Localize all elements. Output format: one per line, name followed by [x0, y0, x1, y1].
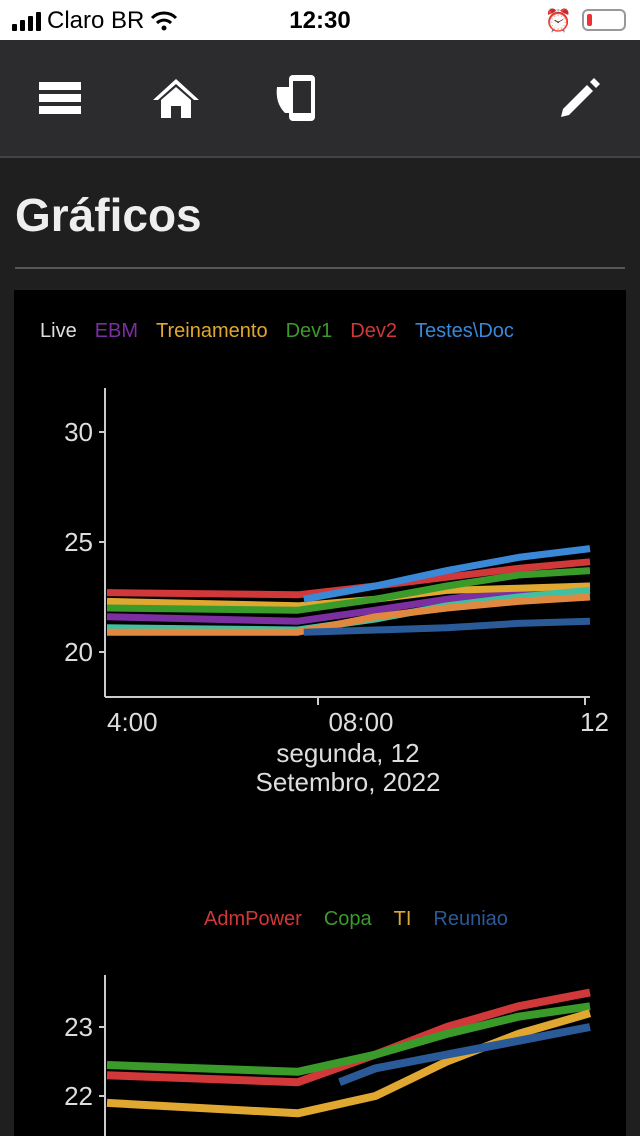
- legend-item: Dev2: [350, 320, 397, 342]
- y-tick-label: 30: [64, 417, 93, 447]
- phone-touch-icon[interactable]: [266, 70, 326, 126]
- carrier: Claro BR: [12, 7, 178, 35]
- legend-item: Treinamento: [156, 320, 268, 342]
- temperature-chart-2: 22 23 AdmPower Copa TI Reuniao: [64, 908, 592, 1136]
- legend-item: EBM: [95, 320, 138, 342]
- y-tick-label: 23: [64, 1012, 93, 1042]
- x-tick-label: 12: [580, 707, 609, 737]
- clock: 12:30: [289, 7, 351, 34]
- y-tick-label: 20: [64, 637, 93, 667]
- x-tick-label: 4:00: [107, 707, 158, 737]
- x-axis-label: segunda, 12: [276, 738, 419, 768]
- x-axis-label: Setembro, 2022: [255, 767, 440, 797]
- y-tick-label: 22: [64, 1081, 93, 1111]
- wifi-icon: [151, 11, 178, 31]
- legend-item: Live: [40, 320, 77, 342]
- legend-item: AdmPower: [204, 908, 302, 930]
- legend-item: Copa: [324, 908, 373, 930]
- signal-icon: [12, 11, 41, 31]
- series-line: [106, 1002, 591, 1076]
- legend-item: Dev1: [286, 320, 333, 342]
- nav-bar: [0, 40, 640, 158]
- divider: [15, 267, 625, 269]
- carrier-name: Claro BR: [47, 7, 145, 34]
- series-line: [106, 1009, 592, 1118]
- alarm-icon: ⏰: [544, 8, 572, 33]
- home-icon[interactable]: [146, 70, 206, 126]
- series-line: [107, 593, 591, 636]
- legend-item: TI: [394, 908, 412, 930]
- temperature-chart-1: 20 25 30 Live EBM Treinamento Dev1 Dev2 Testes\D…: [40, 320, 609, 797]
- legend-item: Reuniao: [433, 908, 508, 930]
- legend-item: Testes\Doc: [415, 320, 514, 342]
- page-title: Gráficos: [15, 189, 202, 241]
- status-bar: Claro BR 12:30 ⏰: [0, 0, 640, 40]
- y-tick-label: 25: [64, 527, 93, 557]
- series-line: [303, 617, 591, 636]
- pencil-icon[interactable]: [550, 70, 610, 126]
- series-line: [106, 567, 591, 614]
- menu-icon[interactable]: [30, 70, 90, 126]
- charts-panel: 20 25 30 Live EBM Treinamento Dev1 Dev2 Testes\D…: [14, 290, 626, 1136]
- series-line: [338, 1023, 591, 1086]
- x-tick-label: 08:00: [328, 707, 393, 737]
- battery-icon: [582, 9, 626, 31]
- series-line: [303, 545, 591, 603]
